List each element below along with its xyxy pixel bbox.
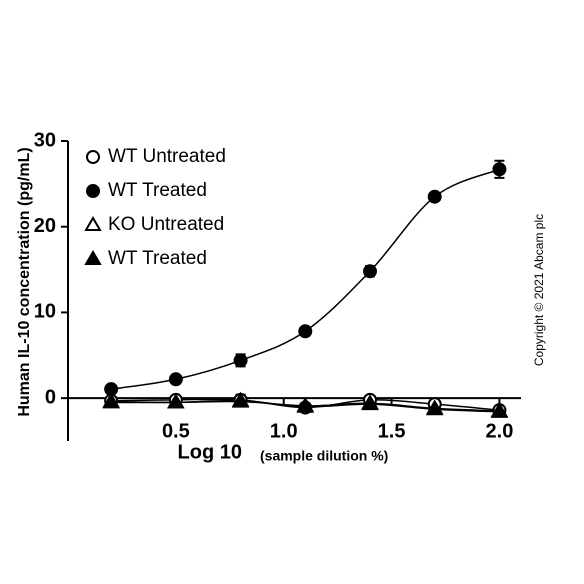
point: [167, 393, 185, 409]
x-tick-label: 1.0: [270, 420, 298, 442]
legend-symbol: [84, 216, 102, 231]
legend-symbol: [86, 150, 100, 164]
point: [231, 392, 250, 408]
point: [492, 162, 507, 177]
point: [298, 324, 313, 339]
x-tick-label: 2.0: [486, 420, 514, 442]
legend-symbol: [84, 250, 102, 265]
x-tick-label: 1.5: [378, 420, 406, 442]
legend-label: WT Treated: [108, 180, 207, 201]
legend-symbol: [86, 184, 100, 198]
x-axis-label: Log 10: [178, 441, 242, 463]
point: [425, 399, 444, 415]
point: [296, 396, 315, 412]
y-tick-label: 10: [34, 301, 56, 323]
copyright: Copyright © 2021 Abcam plc: [532, 214, 546, 366]
y-tick-label: 30: [34, 129, 56, 151]
point: [490, 402, 509, 417]
legend-label: WT Untreated: [108, 146, 226, 167]
point: [233, 353, 248, 368]
y-axis-label: Human IL-10 concentration (pg/mL): [16, 147, 33, 416]
point: [102, 392, 120, 408]
y-tick-label: 20: [34, 215, 56, 237]
fit-curve: [111, 168, 500, 390]
x-tick-label: 0.5: [162, 420, 190, 442]
point: [168, 372, 183, 387]
point: [427, 189, 442, 204]
point: [361, 394, 379, 410]
legend-label: KO Untreated: [108, 214, 224, 235]
y-tick-label: 0: [45, 386, 56, 408]
x-axis-label-sub: (sample dilution %): [260, 448, 388, 464]
point: [363, 264, 377, 279]
legend-label: WT Treated: [108, 248, 207, 269]
